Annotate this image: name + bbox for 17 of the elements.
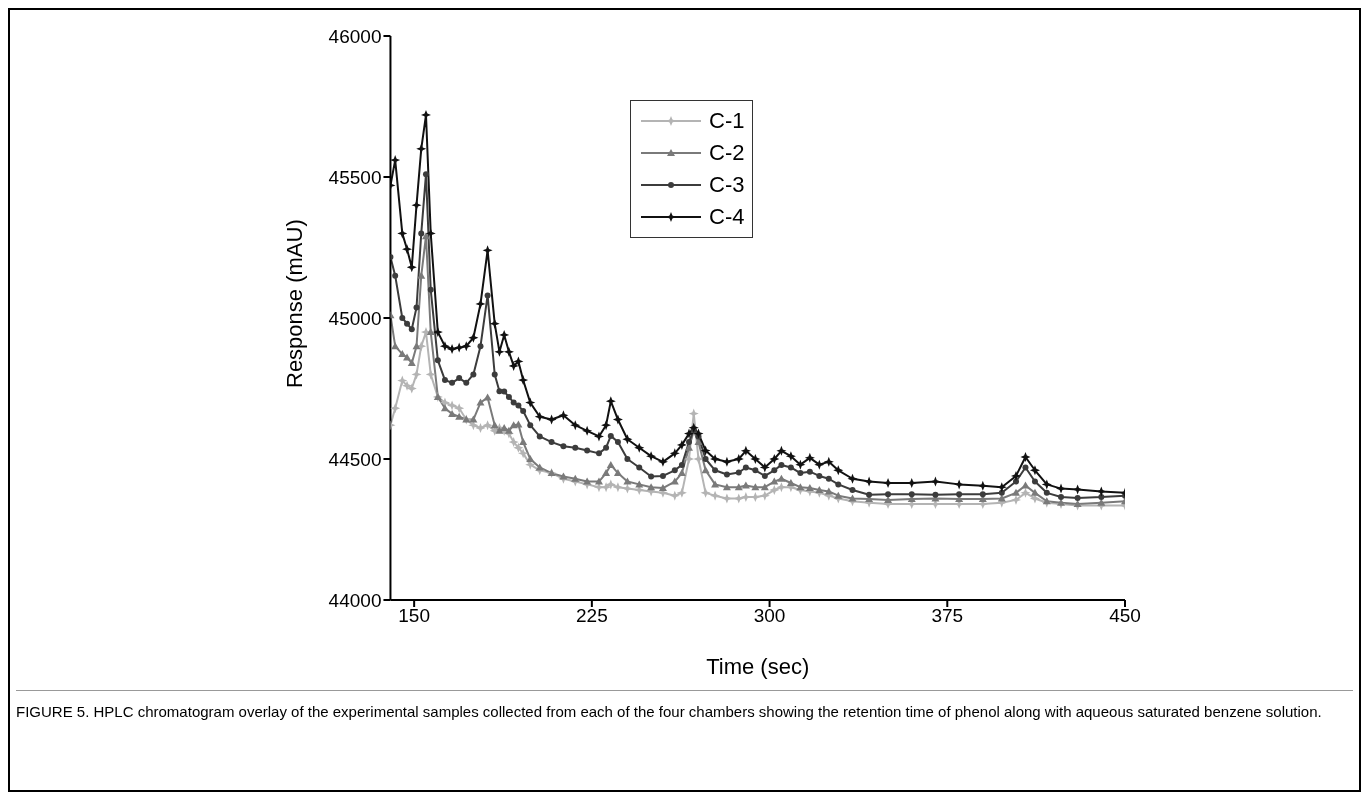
legend-label: C-2 xyxy=(709,140,745,166)
x-axis-title: Time (sec) xyxy=(706,654,810,679)
caption: FIGURE 5. HPLC chromatogram overlay of the experimental samples collected from each of the four chambers showing the retention time of phenol along with aqueous saturated benzene solution. xyxy=(16,702,1323,722)
y-tick-label: 46000 xyxy=(328,25,382,47)
y-tick-label: 45000 xyxy=(328,307,382,329)
y-tick-label: 45500 xyxy=(328,166,382,188)
x-tick-label: 300 xyxy=(753,605,786,627)
y-tick-label: 44000 xyxy=(328,589,382,611)
y-axis-title: Response (mAU) xyxy=(282,219,308,388)
x-tick-label: 225 xyxy=(576,605,608,627)
legend-label: C-4 xyxy=(709,204,745,230)
legend-label: C-1 xyxy=(709,108,745,134)
x-tick-label: 375 xyxy=(931,605,964,627)
y-tick-label: 44500 xyxy=(328,448,382,470)
x-tick-label: 150 xyxy=(398,605,430,627)
x-tick-label: 450 xyxy=(1109,605,1141,627)
legend-label: C-3 xyxy=(709,172,745,198)
